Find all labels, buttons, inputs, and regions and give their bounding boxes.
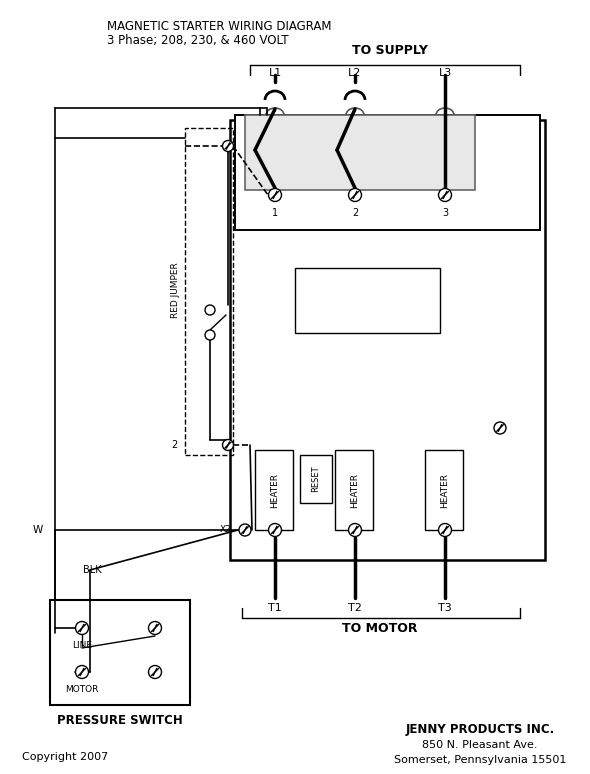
Text: 2: 2 (171, 440, 177, 450)
Text: RED JUMPER: RED JUMPER (171, 262, 179, 318)
Text: W: W (33, 525, 43, 535)
Bar (235, 115, 540, 230)
Text: T2: T2 (348, 603, 362, 613)
Circle shape (494, 422, 506, 434)
Text: T3: T3 (438, 603, 452, 613)
Circle shape (438, 189, 451, 201)
Text: JENNY PRODUCTS INC.: JENNY PRODUCTS INC. (405, 724, 555, 737)
Text: 3: 3 (442, 208, 448, 218)
Text: 850 N. Pleasant Ave.: 850 N. Pleasant Ave. (422, 740, 537, 750)
Circle shape (268, 523, 281, 536)
Bar (300, 455, 332, 503)
Bar (50, 600, 190, 705)
Text: Somerset, Pennsylvania 15501: Somerset, Pennsylvania 15501 (394, 755, 566, 765)
Circle shape (149, 622, 162, 635)
Text: L2: L2 (348, 68, 362, 78)
Text: TO SUPPLY: TO SUPPLY (352, 43, 428, 57)
Circle shape (149, 666, 162, 679)
Text: 3 Phase; 208, 230, & 460 VOLT: 3 Phase; 208, 230, & 460 VOLT (107, 34, 289, 47)
Bar (230, 120, 545, 560)
Text: T1: T1 (268, 603, 282, 613)
Text: MAGNETIC STARTER WIRING DIAGRAM: MAGNETIC STARTER WIRING DIAGRAM (107, 20, 332, 33)
Text: PRESSURE SWITCH: PRESSURE SWITCH (57, 714, 183, 728)
Text: RESET: RESET (312, 466, 320, 492)
Circle shape (438, 523, 451, 536)
Text: L3: L3 (438, 68, 451, 78)
Text: HEATER: HEATER (350, 472, 359, 508)
Circle shape (349, 189, 362, 201)
Circle shape (268, 189, 281, 201)
Circle shape (222, 141, 234, 152)
Circle shape (222, 440, 234, 450)
Text: 1: 1 (272, 208, 278, 218)
Text: BLK: BLK (83, 565, 101, 575)
Text: HEATER: HEATER (441, 472, 450, 508)
Text: X2: X2 (219, 526, 231, 535)
Bar (425, 450, 463, 530)
Bar (185, 128, 233, 455)
Text: 2: 2 (352, 208, 358, 218)
Circle shape (205, 305, 215, 315)
Circle shape (349, 523, 362, 536)
Text: LINE: LINE (72, 642, 92, 650)
Bar (335, 450, 373, 530)
Bar (245, 115, 475, 190)
Text: TO MOTOR: TO MOTOR (342, 622, 418, 635)
Circle shape (239, 524, 251, 536)
Text: HEATER: HEATER (270, 472, 280, 508)
Text: Copyright 2007: Copyright 2007 (22, 752, 108, 762)
Text: MOTOR: MOTOR (65, 686, 99, 694)
Circle shape (205, 330, 215, 340)
Circle shape (76, 666, 88, 679)
Text: L1: L1 (268, 68, 281, 78)
Bar (255, 450, 293, 530)
Circle shape (76, 622, 88, 635)
Bar (295, 268, 440, 333)
